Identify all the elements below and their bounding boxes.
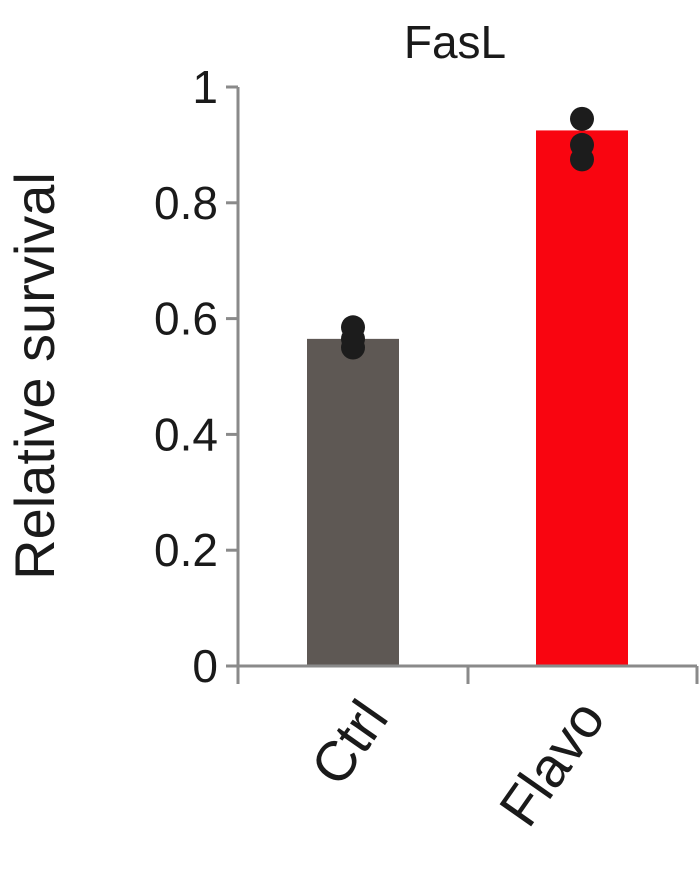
y-tick-label: 0 bbox=[192, 640, 218, 692]
axes-group bbox=[226, 85, 699, 684]
x-tick-label-flavo: Flavo bbox=[487, 689, 617, 837]
bars-group bbox=[307, 130, 628, 667]
y-tick-label: 0.8 bbox=[154, 177, 218, 229]
data-point-flavo-1 bbox=[570, 106, 594, 131]
y-tick-label: 1 bbox=[192, 61, 218, 113]
data-point-flavo-3 bbox=[570, 147, 594, 172]
y-tick-label: 0.4 bbox=[154, 408, 218, 460]
y-tick-label: 0.2 bbox=[154, 524, 218, 576]
data-point-ctrl-3 bbox=[341, 335, 365, 360]
bar-flavo bbox=[536, 130, 628, 667]
chart-title: FasL bbox=[404, 16, 506, 68]
y-axis-label: Relative survival bbox=[3, 172, 66, 580]
y-tick-labels: 0 0.2 0.4 0.6 0.8 1 bbox=[154, 61, 218, 692]
x-tick-label-ctrl: Ctrl bbox=[298, 689, 400, 796]
bar-ctrl bbox=[307, 338, 399, 666]
y-tick-label: 0.6 bbox=[154, 293, 218, 345]
x-tick-labels: Ctrl Flavo bbox=[298, 689, 617, 837]
data-points-group bbox=[341, 106, 594, 360]
